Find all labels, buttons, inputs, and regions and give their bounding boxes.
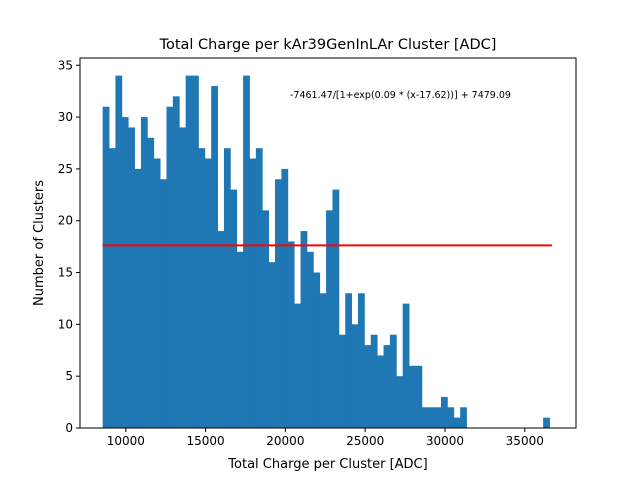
x-tick-label: 20000	[266, 434, 304, 448]
histogram-bar	[345, 293, 353, 428]
histogram-bar	[338, 334, 346, 428]
histogram-bar	[249, 158, 257, 428]
histogram-bar	[115, 75, 123, 428]
x-tick-label: 30000	[426, 434, 464, 448]
histogram-bar	[396, 376, 404, 428]
histogram-bar	[319, 293, 327, 428]
x-tick-label: 15000	[187, 434, 225, 448]
histogram-bar	[409, 365, 416, 428]
histogram-bars	[102, 75, 550, 429]
x-tick-label: 35000	[506, 434, 544, 448]
histogram-bar	[415, 365, 423, 428]
histogram-bar	[294, 303, 301, 428]
histogram-bar	[172, 96, 180, 428]
histogram-bar	[313, 272, 321, 428]
histogram-bar	[230, 189, 238, 428]
histogram-bar	[300, 231, 308, 428]
plot-area-frame	[79, 57, 577, 429]
histogram-bar	[543, 417, 550, 428]
histogram-bar	[140, 117, 148, 429]
histogram-bar	[179, 127, 187, 429]
y-tick-label: 0	[65, 421, 73, 435]
histogram-bar	[153, 158, 161, 428]
x-tick-label: 10000	[107, 434, 145, 448]
histogram-bar	[370, 334, 378, 428]
histogram-bar	[351, 324, 359, 428]
histogram-bar	[160, 179, 167, 428]
histogram-bar	[204, 158, 212, 428]
histogram-bar	[134, 168, 142, 428]
fit-annotation: -7461.47/[1+exp(0.09 * (x-17.62))] + 747…	[290, 90, 511, 101]
histogram-bar	[428, 407, 436, 428]
histogram-bar	[268, 262, 276, 428]
histogram-bar	[358, 293, 365, 428]
histogram-bar	[166, 106, 174, 428]
histogram-bar	[255, 148, 263, 428]
histogram-bar	[364, 345, 372, 428]
x-axis-label: Total Charge per Cluster [ADC]	[227, 457, 427, 472]
y-tick-label: 20	[58, 214, 73, 228]
histogram-bar	[217, 231, 225, 428]
histogram-bar	[185, 75, 193, 428]
histogram-bar	[447, 407, 455, 428]
histogram-bar	[192, 75, 199, 428]
histogram-bar	[306, 251, 314, 428]
histogram-bar	[211, 85, 218, 429]
histogram-bar	[377, 355, 384, 428]
histogram-bar	[453, 417, 461, 428]
histogram-bar	[243, 75, 250, 428]
x-axis-ticks: 10000 15000 20000 25000 30000 35000	[107, 428, 544, 448]
histogram-bar	[275, 179, 282, 428]
histogram-bar	[383, 345, 391, 428]
y-axis-ticks: 0 5 10 15 20 25 30 35	[58, 58, 80, 435]
x-tick-label: 25000	[346, 434, 384, 448]
histogram-bar	[236, 251, 244, 428]
y-tick-label: 15	[58, 266, 73, 280]
histogram-bar	[121, 117, 129, 429]
histogram-bar	[198, 148, 206, 428]
histogram-bar	[281, 168, 289, 428]
histogram-bar	[421, 407, 429, 428]
histogram-bar	[102, 106, 110, 428]
histogram-bar	[332, 189, 340, 428]
histogram-bar	[147, 137, 155, 428]
histogram-bar	[128, 127, 135, 429]
y-tick-label: 25	[58, 162, 73, 176]
y-tick-label: 5	[65, 369, 73, 383]
y-axis-label: Number of Clusters	[32, 180, 47, 306]
histogram-bar	[109, 148, 116, 428]
y-tick-label: 30	[58, 110, 73, 124]
histogram-bar	[434, 407, 442, 428]
histogram-bar	[440, 396, 448, 428]
histogram-bar	[460, 407, 467, 428]
chart-title: Total Charge per kAr39GenInLAr Cluster […	[159, 37, 497, 53]
y-tick-label: 35	[58, 58, 73, 72]
histogram-bar	[326, 210, 333, 428]
histogram-bar	[287, 241, 295, 428]
y-tick-label: 10	[58, 317, 73, 331]
histogram-bar	[223, 148, 231, 428]
histogram-bar	[402, 303, 410, 428]
histogram-bar	[389, 334, 397, 428]
histogram-bar	[262, 210, 270, 428]
